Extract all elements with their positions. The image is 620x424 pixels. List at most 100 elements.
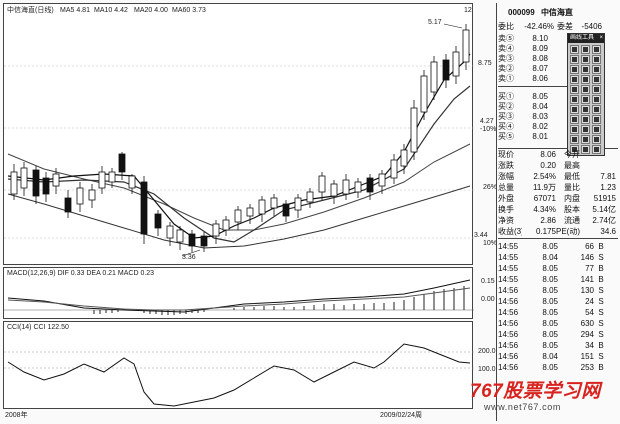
quote-divider <box>498 148 618 149</box>
buy-row[interactable]: 买④ 8.02 <box>498 122 620 135</box>
stat-label: 涨跌 <box>498 161 514 170</box>
drawing-tool-icon[interactable] <box>570 75 579 84</box>
cci-canvas <box>4 343 474 407</box>
drawing-tool-icon[interactable] <box>581 125 590 134</box>
tick-side: S <box>598 253 604 262</box>
tick-price: 8.05 <box>542 286 558 295</box>
tick-row: 14:56 8.05 34 B <box>498 341 620 354</box>
sell-row[interactable]: 卖③ 8.08 <box>498 54 620 67</box>
tick-side: B <box>598 363 604 372</box>
drawing-tool-icon[interactable] <box>581 105 590 114</box>
drawing-tool-icon[interactable] <box>592 95 601 104</box>
candles <box>10 24 470 252</box>
drawing-tool-icon[interactable] <box>592 75 601 84</box>
buy-price: 8.03 <box>532 112 548 121</box>
buy-row[interactable]: 买① 8.05 <box>498 92 620 105</box>
tick-price: 8.05 <box>542 341 558 350</box>
stats-row: 外盘 67071 内盘 51915 <box>498 194 620 207</box>
price-tick: 8.75 <box>478 60 492 67</box>
drawing-tool-icon[interactable] <box>581 95 590 104</box>
drawing-tool-icon[interactable] <box>592 115 601 124</box>
drawing-tool-icon[interactable] <box>570 115 579 124</box>
stat-label: 股本 <box>564 205 580 214</box>
tick-side: S <box>598 319 604 328</box>
drawing-tool-icon[interactable] <box>581 55 590 64</box>
stats-row: 净资 2.86 流通 2.74亿 <box>498 216 620 229</box>
stats-row: 换手 4.34% 股本 5.14亿 <box>498 205 620 218</box>
tick-side: S <box>598 308 604 317</box>
drawing-tool-icon[interactable] <box>570 95 579 104</box>
tick-price: 8.04 <box>542 253 558 262</box>
drawing-tool-icon[interactable] <box>592 65 601 74</box>
macd-panel[interactable]: MACD(12,26,9) DIF 0.33 DEA 0.21 MACD 0.2… <box>3 267 474 319</box>
tick-price: 8.04 <box>542 352 558 361</box>
drawing-tool-icon[interactable] <box>581 65 590 74</box>
sell-row[interactable]: 卖② 8.07 <box>498 64 620 77</box>
drawing-tool-icon[interactable] <box>592 105 601 114</box>
drawing-tool-icon[interactable] <box>570 135 579 144</box>
tick-price: 8.05 <box>542 264 558 273</box>
drawing-tool-icon[interactable] <box>581 145 590 154</box>
high-price-label: 5.17 <box>428 19 442 26</box>
weicha-label: 委差 <box>557 22 573 31</box>
stat-label: 净资 <box>498 216 514 225</box>
weibi-row: 委比 -42.46% 委差 -5406 <box>498 22 620 35</box>
stat-label: 今开 <box>564 150 580 159</box>
drawing-tool-icon[interactable] <box>592 55 601 64</box>
drawing-tool-icon[interactable] <box>592 145 601 154</box>
stat-value: 2.86 <box>540 216 556 225</box>
drawing-tool-icon[interactable] <box>570 85 579 94</box>
drawing-tool-icon[interactable] <box>570 65 579 74</box>
drawing-tool-icon[interactable] <box>581 135 590 144</box>
cci-panel[interactable]: CCI(14) CCI 122.50 <box>3 321 474 409</box>
drawing-tool-icon[interactable] <box>592 135 601 144</box>
drawing-tool-icon[interactable] <box>570 105 579 114</box>
stat-value: 0.20 <box>540 161 556 170</box>
stat-label: 现价 <box>498 150 514 159</box>
ma10-label: MA10 4.42 <box>94 7 128 14</box>
drawing-tool-icon[interactable] <box>592 125 601 134</box>
stat-label: 收益(3) <box>498 227 522 236</box>
drawing-tool-icon[interactable] <box>570 55 579 64</box>
stat-label: 流通 <box>564 216 580 225</box>
drawing-toolbar[interactable]: 画线工具 × <box>567 33 605 156</box>
tick-price: 8.05 <box>542 242 558 251</box>
quote-panel <box>496 3 620 421</box>
tick-volume: 34 <box>585 341 594 350</box>
stat-value: 1.23 <box>600 183 616 192</box>
buy-level-label: 买② <box>498 102 514 111</box>
drawing-tool-icon[interactable] <box>570 45 579 54</box>
sell-row[interactable]: 卖① 8.06 <box>498 74 620 87</box>
drawing-tool-icon[interactable] <box>581 85 590 94</box>
price-chart-panel[interactable]: 中信海直(日线) MA5 4.81 MA10 4.42 MA20 4.00 MA… <box>3 3 474 265</box>
tick-volume: 66 <box>585 242 594 251</box>
drawing-tool-icon[interactable] <box>570 125 579 134</box>
buy-row[interactable]: 买② 8.04 <box>498 102 620 115</box>
drawing-tool-icon[interactable] <box>592 85 601 94</box>
drawing-tool-icon[interactable] <box>581 115 590 124</box>
drawing-toolbar-title: 画线工具 <box>570 35 595 41</box>
sell-row[interactable]: 卖⑤ 8.10 <box>498 34 620 47</box>
sell-row[interactable]: 卖④ 8.09 <box>498 44 620 57</box>
sell-level-label: 卖① <box>498 74 514 83</box>
buy-row[interactable]: 买③ 8.03 <box>498 112 620 125</box>
tick-time: 14:56 <box>498 286 519 295</box>
tick-row: 14:55 8.05 77 B <box>498 264 620 277</box>
drawing-tool-icon[interactable] <box>592 45 601 54</box>
tick-volume: 146 <box>580 253 594 262</box>
sell-price: 8.08 <box>532 54 548 63</box>
drawing-tool-icon[interactable] <box>570 145 579 154</box>
tick-time: 14:56 <box>498 363 519 372</box>
dea-line <box>7 287 471 311</box>
tick-price: 8.05 <box>542 363 558 372</box>
macd-canvas <box>4 279 474 315</box>
price-tick: 4.27 <box>480 118 494 125</box>
close-icon[interactable]: × <box>599 35 603 41</box>
drawing-tool-icon[interactable] <box>581 75 590 84</box>
drawing-toolbar-titlebar[interactable]: 画线工具 × <box>568 34 604 43</box>
buy-row[interactable]: 买⑤ 8.01 <box>498 132 620 145</box>
drawing-tool-icon[interactable] <box>581 45 590 54</box>
tick-side: S <box>598 297 604 306</box>
tick-side: S <box>598 352 604 361</box>
sell-price: 8.06 <box>532 74 548 83</box>
